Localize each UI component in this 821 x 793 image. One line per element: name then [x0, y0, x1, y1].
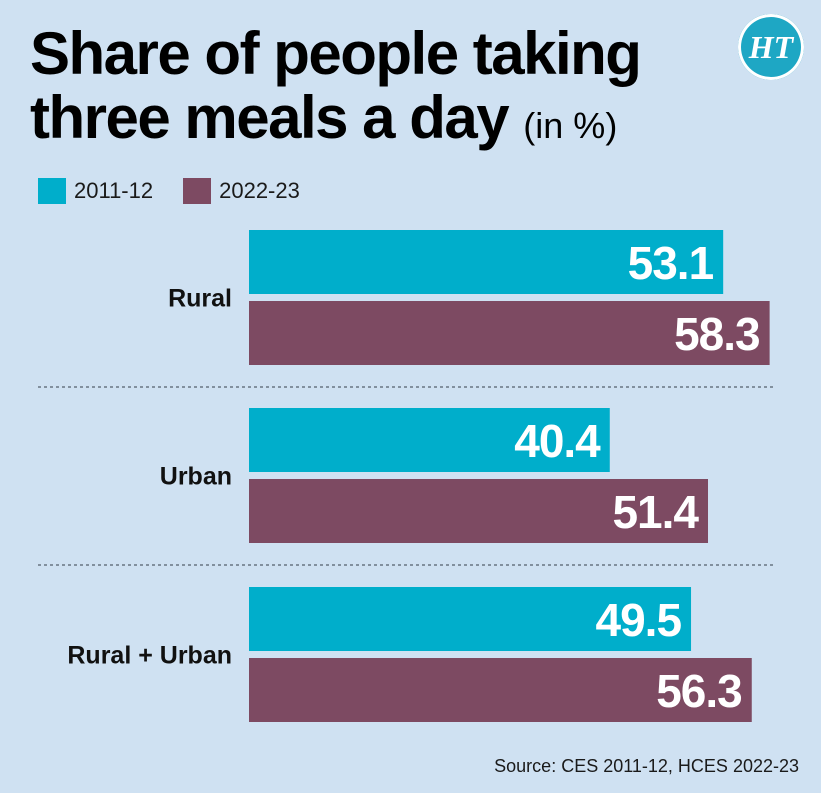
legend-item-series-1: 2011-12: [38, 178, 153, 204]
legend-item-series-2: 2022-23: [183, 178, 300, 204]
ht-logo: HT: [738, 14, 804, 80]
source-note: Source: CES 2011-12, HCES 2022-23: [494, 756, 799, 776]
title-line-2: three meals a day (in %): [30, 86, 640, 158]
data-label-urban-series-2: 51.4: [612, 486, 699, 538]
bar-rural-urban-series-1: [249, 587, 692, 651]
legend: 2011-12 2022-23: [38, 178, 300, 204]
bar-urban-series-1: [249, 408, 610, 472]
data-label-rural-series-2: 58.3: [674, 308, 760, 360]
legend-swatch-series-1: [38, 178, 66, 204]
title-line-1: Share of people taking: [30, 20, 642, 87]
data-label-rural-urban-series-2: 56.3: [656, 665, 742, 717]
category-label-urban: Urban: [160, 463, 232, 491]
title-unit: (in %): [523, 105, 618, 146]
legend-label-series-2: 2022-23: [219, 178, 300, 203]
chart-title: Share of people taking three meals a day…: [30, 20, 642, 158]
bar-rural-series-2: [249, 301, 770, 365]
category-label-rural: Rural: [168, 285, 232, 313]
legend-swatch-series-2: [183, 178, 212, 204]
category-label-rural-urban: Rural + Urban: [67, 642, 232, 670]
legend-label-series-1: 2011-12: [74, 178, 154, 203]
bar-rural-series-1: [249, 230, 724, 294]
title-line-2-text: three meals a day: [30, 84, 510, 151]
bar-rural-urban-series-2: [249, 658, 752, 722]
data-label-urban-series-1: 40.4: [514, 415, 601, 467]
data-label-rural-series-1: 53.1: [628, 237, 714, 289]
bar-urban-series-2: [249, 479, 709, 543]
data-label-rural-urban-series-1: 49.5: [596, 594, 682, 646]
